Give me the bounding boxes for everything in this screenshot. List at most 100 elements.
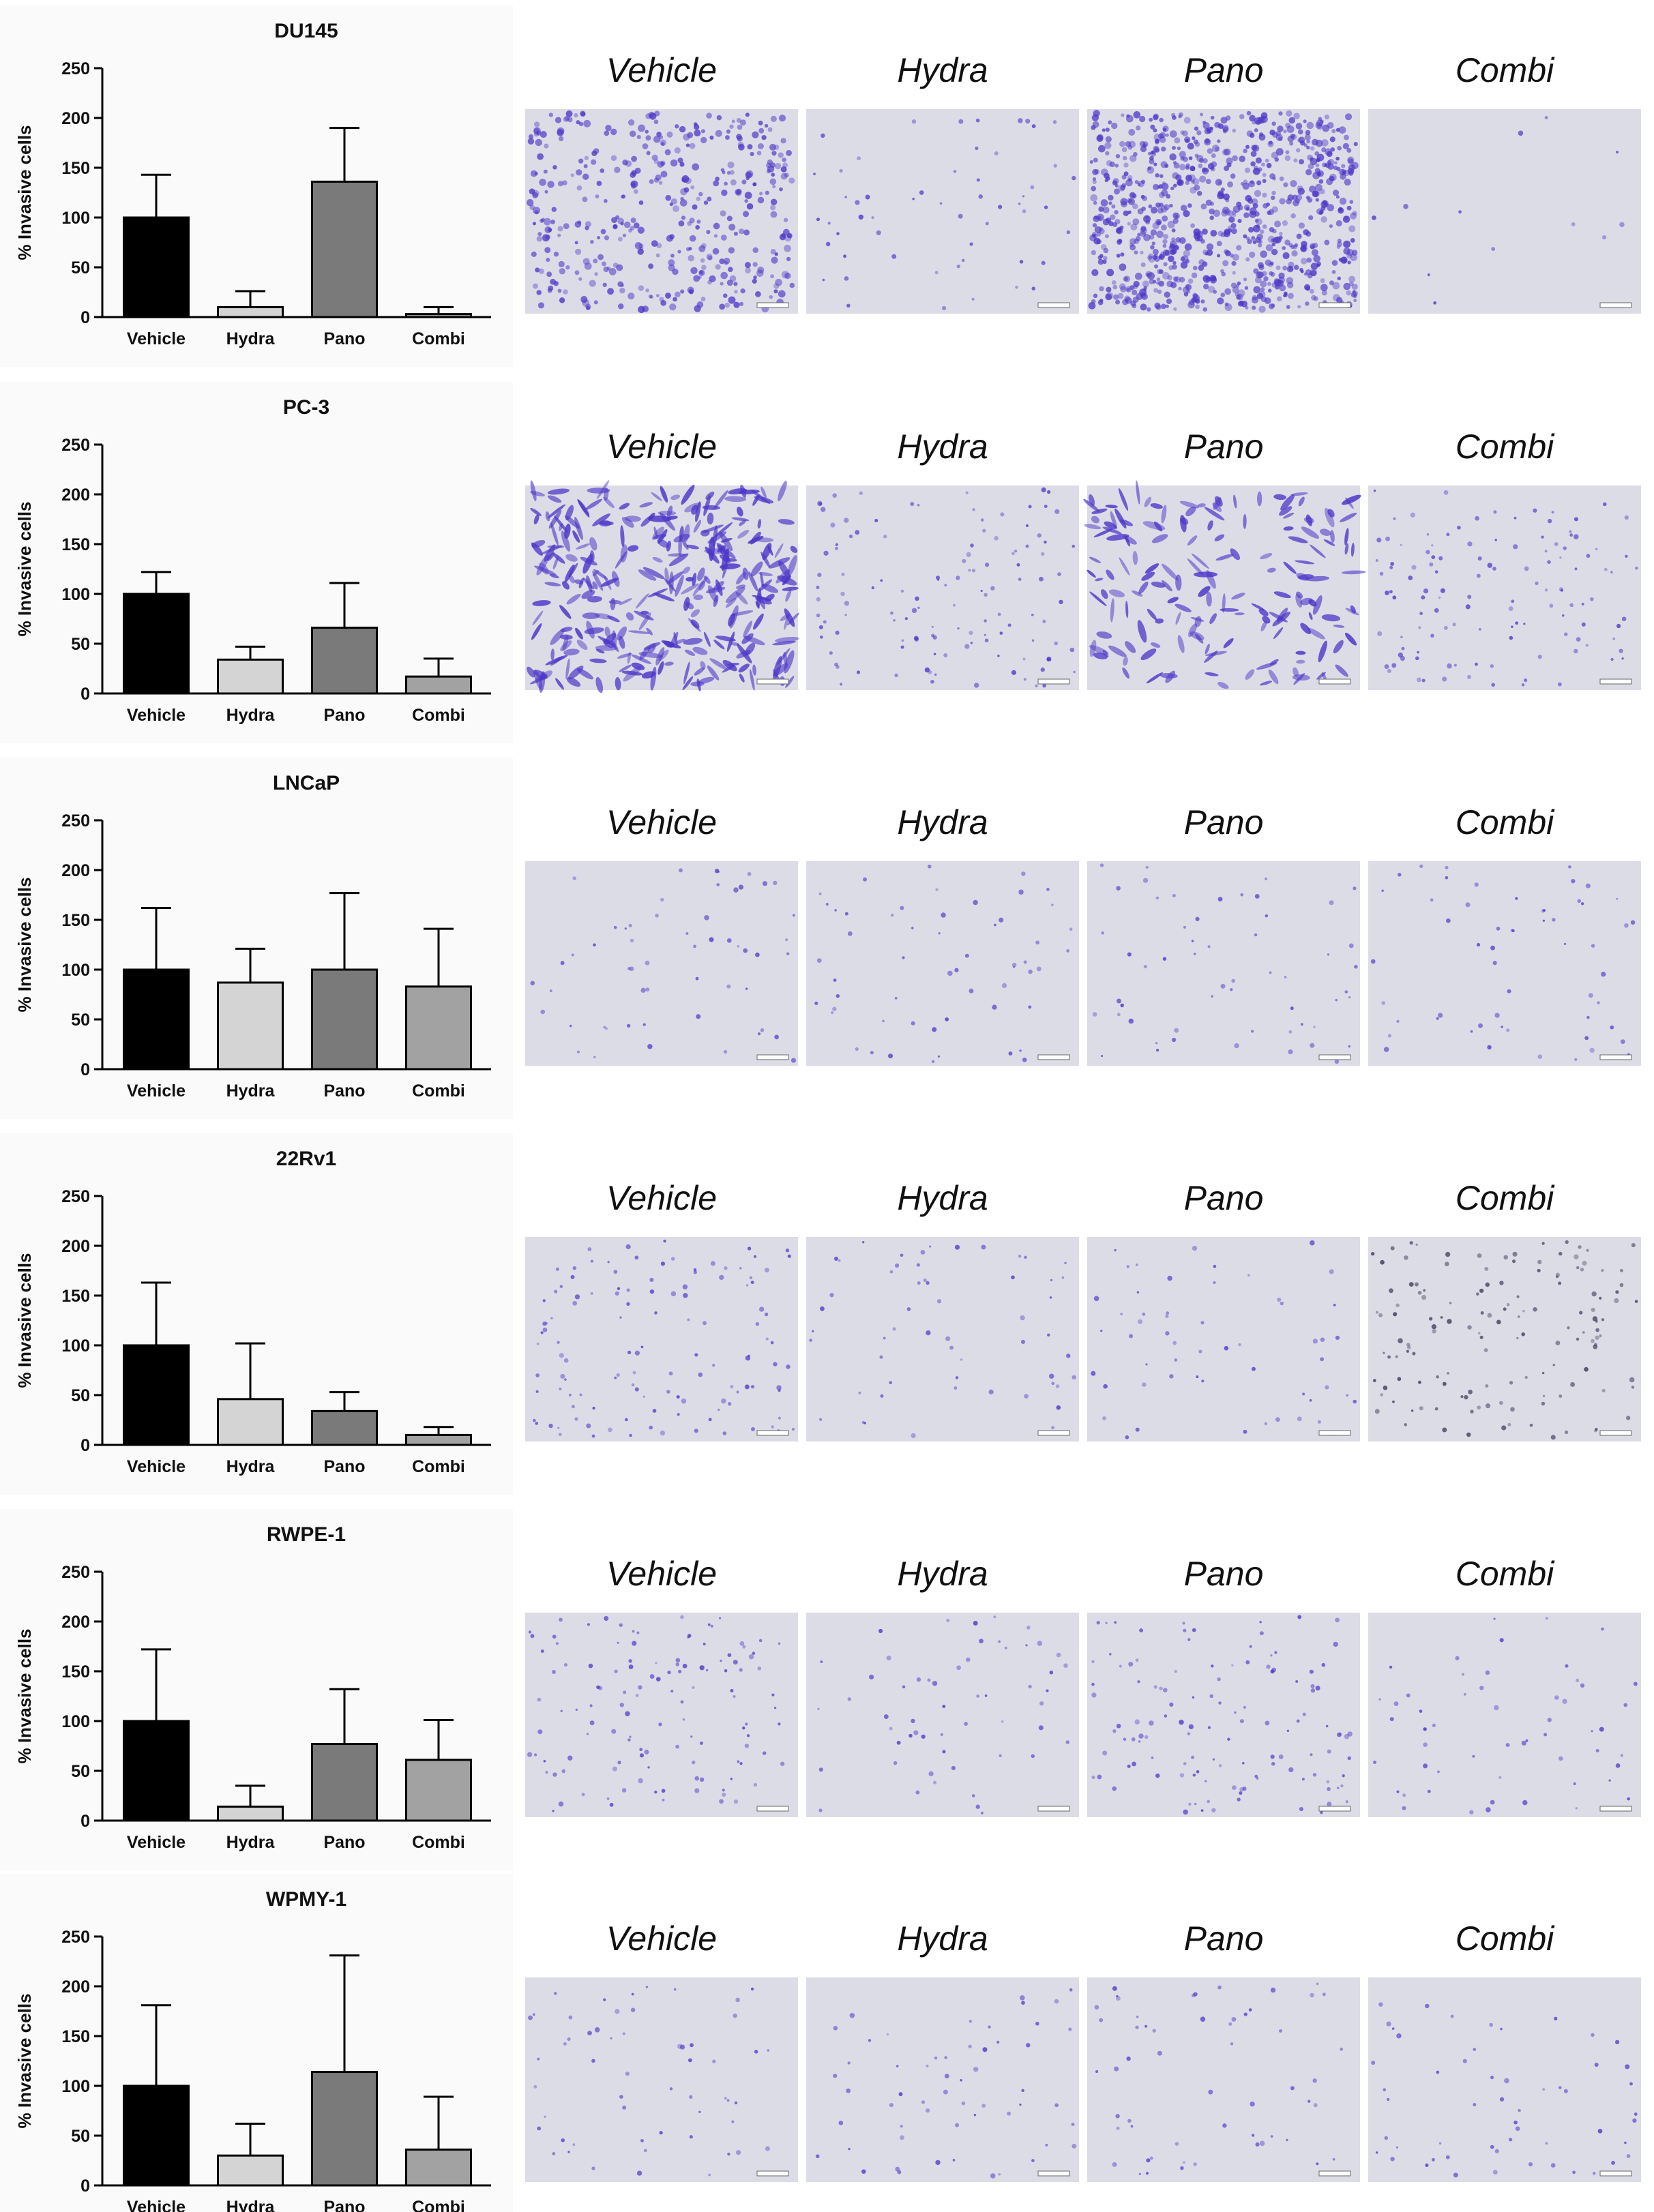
stained-cell	[1417, 1380, 1421, 1384]
stained-cell	[550, 522, 559, 546]
stained-cell	[653, 534, 667, 539]
stained-cell	[880, 1394, 884, 1398]
stained-cell	[1153, 288, 1158, 293]
stained-cell	[675, 1658, 681, 1663]
stained-cell	[1610, 657, 1614, 661]
stained-cell	[1332, 282, 1340, 290]
stained-cell	[737, 507, 743, 517]
stained-cell	[1306, 139, 1310, 144]
stained-cell	[818, 1767, 823, 1772]
stained-cell	[1298, 136, 1305, 144]
stained-cell	[645, 130, 649, 134]
stained-cell	[1165, 133, 1169, 137]
stained-cell	[1169, 153, 1177, 161]
stained-cell	[1284, 239, 1290, 245]
micrograph-combi	[1368, 861, 1641, 1066]
stained-cell	[648, 294, 653, 299]
stained-cell	[1336, 166, 1341, 172]
stained-cell	[1373, 1379, 1376, 1383]
stained-cell	[1171, 113, 1176, 117]
stained-cell	[752, 1651, 756, 1656]
stained-cell	[904, 616, 909, 621]
y-tick-label: 0	[80, 1060, 90, 1079]
stained-cell	[1397, 873, 1402, 877]
stained-cell	[537, 2126, 542, 2131]
stained-cell	[582, 196, 588, 203]
stained-cell	[693, 594, 703, 601]
stained-cell	[956, 264, 960, 269]
stained-cell	[624, 515, 641, 522]
stained-cell	[1301, 241, 1308, 248]
stained-cell	[755, 1321, 760, 1326]
y-tick-label: 50	[71, 1762, 90, 1781]
stained-cell	[549, 989, 552, 993]
stained-cell	[973, 683, 979, 688]
stained-cell	[1297, 1615, 1302, 1619]
stained-cell	[1162, 243, 1167, 248]
stained-cell	[1310, 1684, 1315, 1689]
stained-cell	[1108, 645, 1127, 657]
stained-cell	[1026, 2043, 1031, 2048]
stained-cell	[1350, 543, 1355, 557]
stained-cell	[1348, 225, 1356, 233]
stained-cell	[889, 1381, 893, 1385]
stained-cell	[727, 1653, 732, 1658]
stained-cell	[1222, 129, 1227, 134]
stained-cell	[770, 249, 776, 255]
stained-cell	[547, 545, 565, 549]
stained-cell	[855, 200, 860, 205]
stained-cell	[856, 156, 861, 161]
stained-cell	[1475, 662, 1478, 666]
stained-cell	[575, 248, 582, 255]
stained-cell	[1322, 200, 1329, 207]
stained-cell	[1065, 1740, 1070, 1744]
stained-cell	[1119, 263, 1127, 271]
stained-cell	[1102, 128, 1106, 132]
stained-cell	[970, 642, 973, 644]
stained-cell	[1256, 491, 1262, 507]
stained-cell	[1286, 110, 1293, 117]
stained-cell	[640, 2138, 644, 2142]
stained-cell	[585, 226, 589, 230]
stained-cell	[617, 653, 632, 659]
stained-cell	[1564, 632, 1568, 636]
stained-cell	[924, 667, 930, 673]
stained-cell	[932, 1681, 938, 1686]
stained-cell	[1188, 623, 1197, 638]
stained-cell	[557, 129, 564, 136]
stained-cell	[527, 1752, 533, 1757]
bar-pano	[311, 1409, 378, 1446]
stained-cell	[1316, 261, 1321, 267]
stained-cell	[1224, 303, 1232, 311]
stained-cell	[1312, 138, 1318, 146]
stained-cell	[958, 213, 963, 219]
stained-cell	[1108, 201, 1112, 205]
stained-cell	[1290, 244, 1295, 250]
stained-cell	[1144, 1735, 1149, 1739]
stained-cell	[1545, 2142, 1548, 2145]
stained-cell	[818, 625, 823, 629]
stained-cell	[1140, 292, 1147, 299]
stained-cell	[1200, 2016, 1206, 2022]
stained-cell	[765, 1337, 769, 1341]
stained-cell	[1327, 160, 1331, 164]
stained-cell	[1102, 1750, 1108, 1756]
stained-cell	[1390, 562, 1395, 566]
stained-cell	[1198, 163, 1203, 168]
stained-cell	[1196, 1375, 1199, 1379]
stained-cell	[703, 576, 711, 584]
stained-cell	[1477, 1253, 1482, 1258]
stained-cell	[1554, 542, 1559, 546]
stained-cell	[1116, 254, 1121, 258]
stained-cell	[1629, 1377, 1635, 1383]
stained-cell	[680, 196, 684, 201]
stained-cell	[1030, 185, 1035, 190]
stained-cell	[542, 234, 550, 242]
stained-cell	[1155, 218, 1162, 226]
stained-cell	[629, 1735, 632, 1738]
stained-cell	[1155, 896, 1160, 900]
stained-cell	[790, 545, 798, 554]
stained-cell	[786, 1364, 791, 1369]
stained-cell	[1389, 590, 1393, 594]
stained-cell	[1524, 1375, 1528, 1379]
